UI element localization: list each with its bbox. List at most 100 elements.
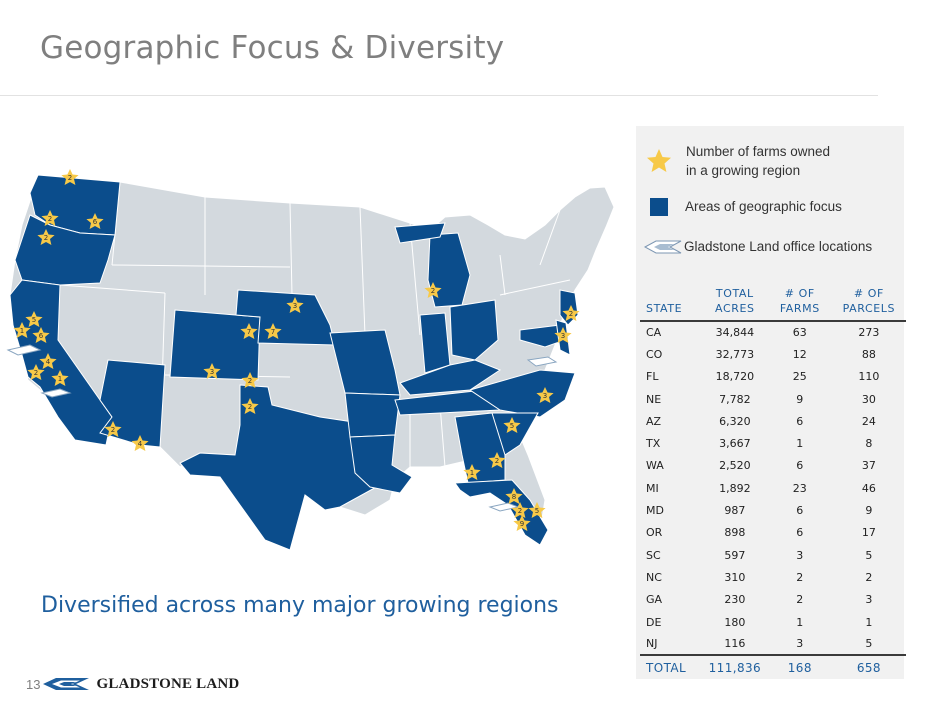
table-row: AZ 6,320 6 24 bbox=[646, 414, 876, 428]
table-row: WA 2,520 6 37 bbox=[646, 459, 876, 473]
star-ne-2: 7 bbox=[264, 323, 282, 339]
footer-brand-name: GLADSTONE LAND bbox=[96, 675, 240, 692]
header-total-acres: TOTAL ACRES bbox=[701, 286, 768, 322]
star-wa-2: 2 bbox=[41, 210, 59, 226]
star-md-1: 3 bbox=[554, 327, 572, 343]
svg-text:2: 2 bbox=[111, 426, 115, 434]
farm-stats-table: STATE TOTAL ACRES # OF FARMS # OF PARCELS C… bbox=[640, 286, 906, 680]
table-row: FL 18,720 25 110 bbox=[646, 370, 880, 384]
state-louisiana bbox=[349, 434, 413, 494]
page-number: 13 bbox=[26, 676, 41, 692]
star-co-1: 3 bbox=[203, 363, 221, 379]
table-row: CO 32,773 12 88 bbox=[646, 347, 876, 361]
svg-text:5: 5 bbox=[535, 507, 539, 515]
legend-office: Gladstone Land office locations bbox=[644, 237, 872, 256]
svg-text:2: 2 bbox=[569, 310, 573, 318]
header-state: STATE bbox=[640, 286, 702, 322]
star-tx-1: 1 bbox=[463, 464, 481, 480]
state-indiana bbox=[419, 312, 451, 374]
header-num-farms: # OF FARMS bbox=[767, 286, 832, 322]
svg-text:2: 2 bbox=[518, 507, 522, 515]
star-fl-2: 2 bbox=[511, 502, 529, 518]
svg-text:5: 5 bbox=[32, 316, 36, 324]
svg-text:1: 1 bbox=[20, 327, 24, 335]
legend-stars-text: Number of farms owned in a growing regio… bbox=[686, 144, 831, 178]
table-row: NJ 116 3 5 bbox=[646, 637, 873, 651]
table-row: SC 597 3 5 bbox=[646, 548, 873, 562]
office-marker bbox=[6, 344, 42, 356]
svg-text:3: 3 bbox=[210, 368, 214, 376]
star-co-3: 2 bbox=[241, 398, 259, 414]
svg-text:2: 2 bbox=[248, 377, 252, 385]
svg-text:2: 2 bbox=[431, 287, 435, 295]
svg-text:8: 8 bbox=[512, 493, 516, 501]
svg-text:6: 6 bbox=[39, 332, 44, 340]
gladstone-logo-icon bbox=[43, 678, 90, 690]
svg-text:2: 2 bbox=[44, 234, 48, 242]
star-nj-1: 2 bbox=[562, 305, 580, 321]
svg-text:3: 3 bbox=[293, 302, 297, 310]
svg-text:4: 4 bbox=[138, 440, 143, 448]
svg-text:6: 6 bbox=[93, 218, 98, 226]
star-az-2: 4 bbox=[131, 435, 149, 451]
star-ca-1: 5 bbox=[25, 311, 43, 327]
star-ca-3: 6 bbox=[32, 327, 50, 343]
table-row: OR 898 6 17 bbox=[646, 526, 876, 540]
office-marker bbox=[526, 356, 558, 367]
table-row: GA 230 2 3 bbox=[646, 593, 873, 607]
svg-text:7: 7 bbox=[247, 328, 251, 336]
svg-text:2: 2 bbox=[495, 457, 499, 465]
star-co-2: 2 bbox=[241, 372, 259, 388]
table-row: MI 1,892 23 46 bbox=[646, 481, 876, 495]
state-missouri bbox=[329, 329, 401, 396]
svg-text:5: 5 bbox=[510, 422, 514, 430]
svg-text:4: 4 bbox=[46, 358, 51, 366]
star-fl-3: 5 bbox=[528, 502, 546, 518]
state-ohio bbox=[449, 299, 499, 361]
svg-text:7: 7 bbox=[271, 328, 275, 336]
star-ca-4: 4 bbox=[39, 353, 57, 369]
svg-text:1: 1 bbox=[470, 469, 474, 477]
star-wa-1: 2 bbox=[61, 169, 79, 185]
legend-stars: Number of farms owned in a growing regio… bbox=[644, 142, 830, 180]
focus-square-icon bbox=[650, 197, 668, 216]
legend-focus: Areas of geographic focus bbox=[644, 197, 842, 216]
star-ne-3: 3 bbox=[286, 297, 304, 313]
farm-stars: 2 2 6 2 5 1 6 4 2 1 2 4 3 2 2 7 7 3 2 1 … bbox=[13, 169, 580, 531]
state-kentucky bbox=[399, 359, 502, 396]
slide-title: Geographic Focus & Diversity bbox=[40, 30, 505, 66]
state-oregon bbox=[14, 214, 116, 286]
star-ca-5: 2 bbox=[27, 364, 45, 380]
us-farm-map: 2 2 6 2 5 1 6 4 2 1 2 4 3 2 2 7 7 3 2 1 … bbox=[6, 169, 615, 551]
star-ga-1: 2 bbox=[488, 452, 506, 468]
star-az-1: 2 bbox=[104, 421, 122, 437]
state-arizona bbox=[99, 359, 166, 448]
svg-text:2: 2 bbox=[34, 369, 38, 377]
table-row: NC 310 2 2 bbox=[646, 570, 873, 584]
table-total-row: TOTAL 111,836 168 658 bbox=[640, 654, 906, 680]
svg-text:3: 3 bbox=[561, 332, 565, 340]
office-markers bbox=[6, 344, 558, 512]
legend-and-table-panel: Number of farms owned in a growing regio… bbox=[636, 126, 906, 680]
state-north-carolina bbox=[468, 369, 576, 418]
star-fl-1: 8 bbox=[505, 488, 523, 504]
office-marker bbox=[40, 388, 72, 398]
state-texas bbox=[179, 384, 381, 551]
svg-text:9: 9 bbox=[520, 520, 524, 528]
star-mi-1: 2 bbox=[424, 282, 442, 298]
star-nc-1: 3 bbox=[536, 387, 554, 403]
table-row: NE 7,782 9 30 bbox=[646, 392, 876, 406]
svg-text:3: 3 bbox=[543, 392, 547, 400]
table-row: CA 34,844 63 273 bbox=[646, 326, 880, 340]
state-maryland bbox=[519, 324, 566, 348]
state-nebraska bbox=[235, 289, 336, 346]
state-michigan-up bbox=[394, 222, 446, 244]
header-num-parcels: # OF PARCELS bbox=[831, 286, 906, 322]
star-sc-1: 5 bbox=[503, 417, 521, 433]
table-header-row: STATE TOTAL ACRES # OF FARMS # OF PARCELS bbox=[640, 286, 906, 322]
svg-text:2: 2 bbox=[48, 215, 52, 223]
footer: 13 GLADSTONE LAND bbox=[26, 674, 239, 694]
state-colorado bbox=[169, 309, 261, 381]
star-fl-4: 9 bbox=[513, 515, 531, 531]
svg-text:1: 1 bbox=[58, 375, 62, 383]
